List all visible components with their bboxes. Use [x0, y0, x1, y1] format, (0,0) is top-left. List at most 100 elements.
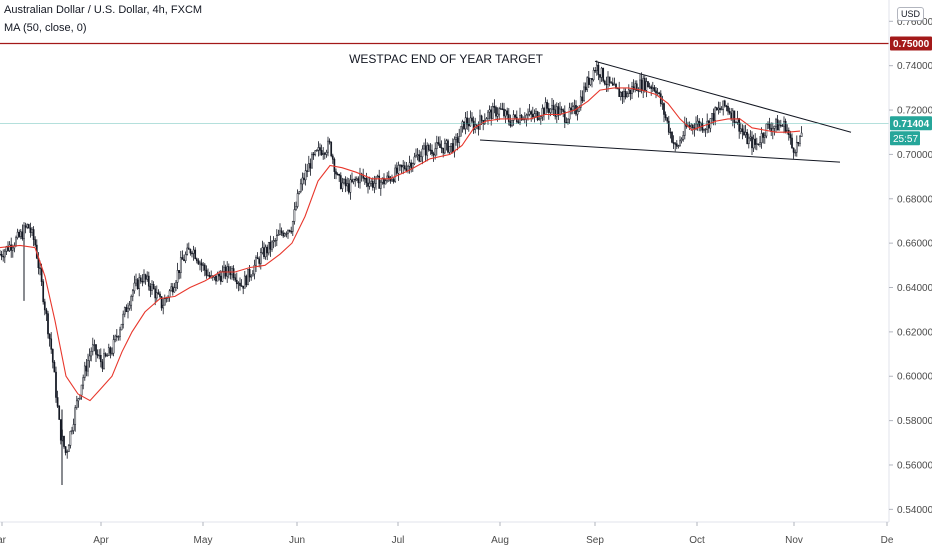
candle-body [18, 231, 21, 237]
candle [26, 223, 29, 230]
candle-body [31, 229, 33, 233]
candle-body [719, 107, 721, 110]
candle-body [586, 77, 589, 91]
candle [255, 255, 257, 273]
candle [264, 244, 267, 260]
candle-body [627, 89, 630, 94]
candle-body [307, 163, 310, 172]
candle-body [744, 132, 747, 136]
candle [578, 105, 581, 112]
candle-body [605, 83, 608, 86]
x-tick-label: Jun [289, 535, 305, 546]
candle-body [602, 67, 605, 82]
candle [151, 280, 153, 295]
candle-body [368, 182, 371, 187]
candle-body [39, 267, 41, 269]
x-tick-label: De [881, 535, 894, 546]
candle [554, 103, 557, 120]
candle [698, 118, 701, 132]
candle [175, 279, 177, 292]
candle [45, 307, 48, 322]
y-tick-label: 0.62000 [897, 327, 932, 338]
candle-body [16, 231, 19, 239]
candle-body [162, 304, 165, 309]
candle [327, 136, 329, 157]
candle-body [104, 353, 107, 357]
candle-body [583, 86, 585, 102]
candle [35, 239, 38, 260]
candle [338, 173, 341, 182]
candle-body [739, 128, 742, 132]
candle-body [733, 110, 736, 123]
candle [562, 108, 565, 118]
candle [395, 162, 398, 176]
candle-body [421, 148, 424, 158]
candle [253, 259, 256, 280]
candle [435, 135, 438, 156]
candle-body [746, 132, 749, 145]
candle [75, 395, 78, 410]
candle [426, 142, 429, 162]
candle [773, 125, 776, 136]
candle-body [202, 264, 205, 266]
candle [155, 285, 158, 302]
candle-body [549, 108, 552, 113]
candle [179, 250, 182, 279]
candle [47, 310, 49, 339]
candle [754, 133, 757, 150]
candle-body [648, 86, 651, 88]
x-tick-label: Aug [491, 535, 509, 546]
currency-badge[interactable]: USD [896, 7, 924, 21]
candle-body [109, 347, 112, 354]
candle-body [405, 168, 408, 172]
moving-average-line [0, 87, 801, 402]
candle-body [179, 257, 182, 274]
candle [479, 109, 481, 130]
candle-body [800, 132, 803, 137]
candle-body [696, 120, 699, 125]
candle-body [271, 241, 273, 250]
candle [680, 137, 683, 144]
candle-body [619, 92, 622, 97]
x-tick-label: Nov [785, 535, 803, 546]
candle [469, 110, 472, 127]
candle-body [501, 108, 504, 110]
candle [784, 118, 787, 134]
candle [743, 125, 745, 137]
candle-body [514, 114, 517, 118]
candle-body [247, 269, 249, 286]
candle-body [608, 76, 611, 83]
candle [511, 120, 513, 128]
candle-body [597, 64, 600, 75]
candle-body [682, 135, 685, 140]
candle-body [431, 149, 433, 154]
candle [650, 84, 653, 96]
candle [167, 295, 169, 302]
candle-body [781, 125, 784, 127]
candle-body [90, 350, 93, 357]
candle [197, 258, 200, 265]
candle [328, 138, 331, 145]
candle [323, 151, 326, 160]
candle [87, 353, 89, 377]
candle-body [67, 445, 70, 453]
candle-body [557, 106, 560, 116]
candle-body [455, 137, 457, 140]
candle [655, 87, 657, 99]
candle-body [58, 406, 61, 420]
candle-body [786, 130, 789, 133]
candle-body [370, 180, 373, 184]
candle [349, 174, 352, 200]
candle-body [232, 268, 235, 278]
candle-body [339, 175, 342, 189]
candle-body [107, 347, 110, 356]
candle [117, 335, 120, 341]
candle-body [157, 292, 160, 295]
candle [283, 232, 286, 238]
candle-body [711, 113, 713, 119]
candle [568, 102, 571, 124]
candle-body [333, 159, 336, 172]
candle-body [450, 143, 453, 147]
